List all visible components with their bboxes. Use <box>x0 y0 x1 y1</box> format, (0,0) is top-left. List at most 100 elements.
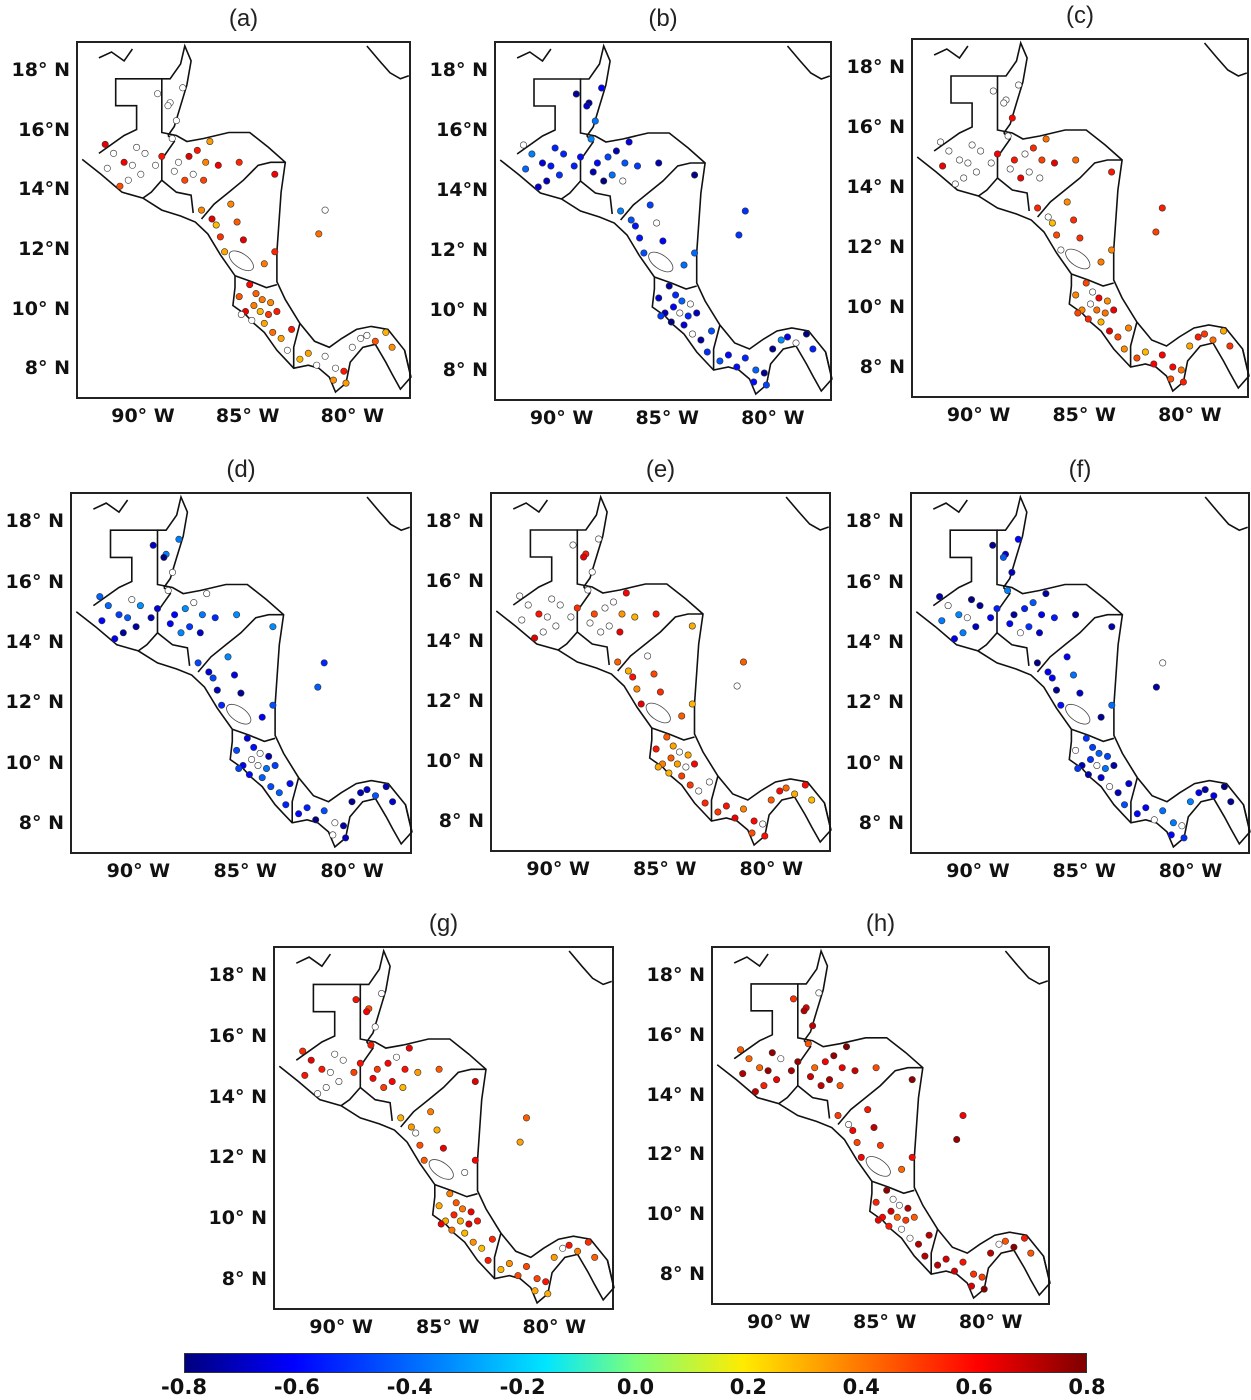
station-dot <box>149 541 157 549</box>
station-dot <box>652 610 660 618</box>
station-dot <box>314 683 322 691</box>
station-dot <box>1093 761 1101 769</box>
station-dot <box>469 1238 477 1246</box>
station-dot <box>303 804 311 812</box>
station-dot <box>245 771 253 779</box>
station-dot <box>505 1259 513 1267</box>
panel-letter: (d) <box>226 456 256 483</box>
station-dot <box>1053 231 1061 239</box>
station-dot <box>189 170 197 178</box>
lat-label: 16° N <box>208 1025 267 1047</box>
lake-nicaragua <box>228 250 254 272</box>
station-dot <box>357 789 365 797</box>
station-dot <box>450 1211 458 1219</box>
coastline <box>1036 159 1123 218</box>
coastline <box>1203 42 1248 77</box>
station-dot <box>1072 611 1080 619</box>
station-dot <box>158 152 166 160</box>
station-dot <box>277 334 285 342</box>
station-dot <box>621 159 629 167</box>
station-dot <box>851 1067 859 1075</box>
station-dot <box>216 233 224 241</box>
lat-label: 14° N <box>208 1085 267 1108</box>
station-dot <box>999 553 1007 561</box>
station-dot <box>682 763 690 771</box>
station-dot <box>516 592 524 600</box>
station-dot <box>111 635 119 643</box>
station-dot <box>252 290 260 298</box>
map-svg <box>278 948 615 1305</box>
coastline <box>797 1084 831 1119</box>
coastline <box>200 161 286 220</box>
station-dot <box>1048 674 1056 682</box>
station-dot <box>1038 611 1046 619</box>
station-dot <box>691 760 699 768</box>
station-dot <box>964 159 972 167</box>
station-dot <box>168 135 176 143</box>
station-dot <box>800 1007 808 1015</box>
station-dot <box>945 147 953 155</box>
station-dot <box>256 307 264 315</box>
station-dot <box>1186 798 1194 806</box>
station-dot <box>246 281 254 289</box>
station-dot <box>573 604 581 612</box>
station-dot <box>622 589 630 597</box>
station-dot <box>1084 315 1092 323</box>
station-dot <box>171 611 179 619</box>
station-dot <box>233 218 241 226</box>
coastline <box>579 180 613 215</box>
coastline <box>234 274 278 289</box>
station-dot <box>179 84 187 92</box>
station-dot <box>224 653 232 661</box>
station-dot <box>231 671 239 679</box>
station-dot <box>688 622 696 630</box>
coastline <box>157 632 191 666</box>
station-dot <box>584 1238 592 1246</box>
station-dot <box>175 158 183 166</box>
station-dot <box>258 713 266 721</box>
station-dot <box>646 201 654 209</box>
station-dot <box>514 1272 522 1280</box>
station-dot <box>350 1068 358 1076</box>
colorbar-tick-label: 0.6 <box>955 1375 993 1399</box>
station-dot <box>802 330 810 338</box>
station-dot <box>218 701 226 709</box>
station-dot <box>382 328 390 336</box>
station-dot <box>934 1261 942 1269</box>
station-dot <box>977 147 985 155</box>
station-dot <box>598 84 606 92</box>
coastline <box>512 499 549 514</box>
station-dot <box>1021 150 1029 158</box>
lat-label: 10° N <box>425 750 484 772</box>
coastline <box>977 586 1011 652</box>
lon-label: 80° W <box>320 405 385 427</box>
station-dot <box>676 309 684 317</box>
station-dot <box>895 1201 903 1209</box>
station-dot <box>830 1052 838 1060</box>
station-dot <box>740 658 748 666</box>
map-frame <box>711 946 1051 1305</box>
lake-nicaragua <box>648 251 674 273</box>
station-dot <box>1167 831 1175 839</box>
coastline <box>712 324 721 370</box>
station-dot <box>321 206 329 214</box>
coastline <box>710 775 719 821</box>
station-dot <box>382 783 390 791</box>
station-dot <box>1169 819 1177 827</box>
station-dot <box>1053 686 1061 694</box>
station-dot <box>1010 156 1018 164</box>
station-dot <box>265 752 273 760</box>
station-dot <box>312 816 320 824</box>
station-dot <box>762 381 770 389</box>
colorbar-tick-label: 0.8 <box>1068 1375 1106 1399</box>
station-dot <box>205 668 213 676</box>
coastline <box>434 1183 478 1198</box>
station-dot <box>448 1226 456 1234</box>
station-dot <box>653 219 661 227</box>
station-dot <box>271 761 279 769</box>
station-dot <box>691 249 699 257</box>
station-dot <box>193 146 201 154</box>
station-dot <box>790 995 798 1003</box>
station-dot <box>1072 746 1080 754</box>
station-dot <box>1082 279 1090 287</box>
